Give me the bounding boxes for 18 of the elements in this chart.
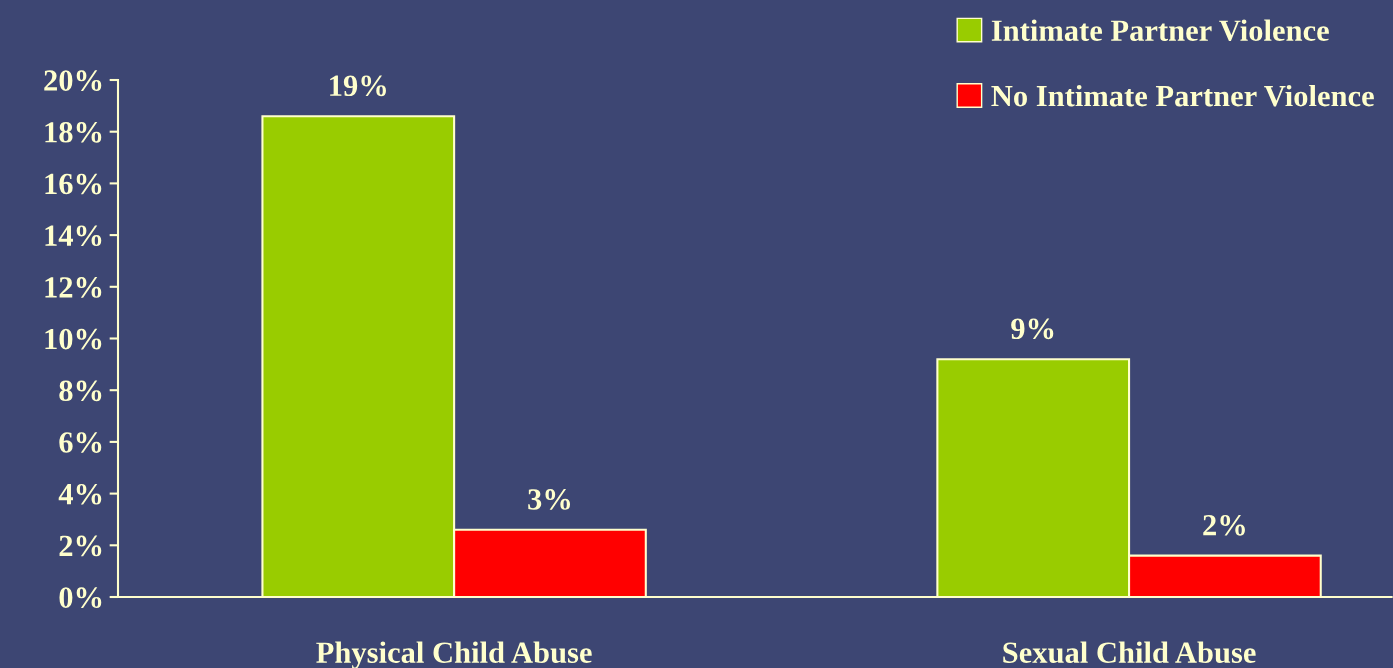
y-tick-label: 12% bbox=[45, 277, 102, 298]
data-label: 19% bbox=[330, 75, 386, 97]
y-tick-label: 8% bbox=[59, 380, 102, 402]
data-label: 2% bbox=[1203, 514, 1245, 536]
y-tick-label: 0% bbox=[59, 587, 102, 608]
y-tick-label: 18% bbox=[45, 121, 102, 143]
y-tick-label: 6% bbox=[59, 432, 102, 453]
y-tick-label: 4% bbox=[58, 483, 102, 505]
legend-label: No Intimate Partner Violence bbox=[991, 84, 1374, 107]
legend-label: Intimate Partner Violence bbox=[991, 19, 1329, 42]
y-tick-label: 2% bbox=[59, 535, 102, 557]
y-tick-label: 10% bbox=[45, 328, 102, 350]
x-tick-label: Sexual Child Abuse bbox=[1003, 641, 1256, 664]
y-tick-label: 16% bbox=[45, 173, 102, 195]
data-label: 3% bbox=[528, 489, 571, 510]
y-tick-label: 20% bbox=[44, 70, 102, 91]
data-label: 9% bbox=[1011, 318, 1054, 340]
y-tick-label: 14% bbox=[45, 225, 102, 247]
